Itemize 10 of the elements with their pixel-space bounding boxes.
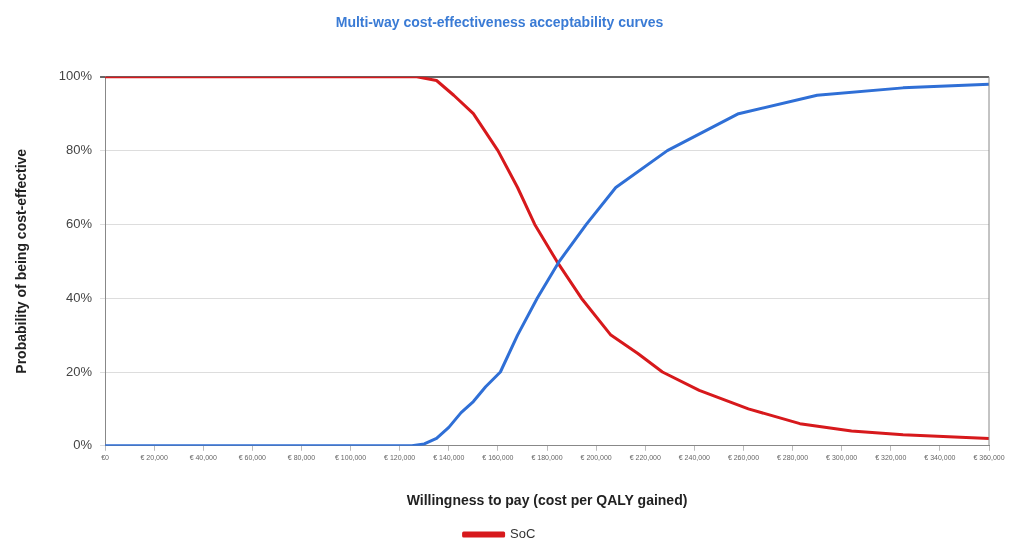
legend-label: SoC [510, 526, 536, 542]
x-axis-title: Willingness to pay (cost per QALY gained) [406, 492, 688, 509]
y-tick-label: 80% [66, 142, 93, 158]
y-tick-label: 100% [58, 68, 93, 84]
y-axis-title: Probability of being cost-effective [13, 148, 30, 374]
y-tick-label: 40% [66, 289, 93, 305]
chart-title: Multi-way cost-effectiveness acceptability curves [335, 14, 664, 31]
y-tick-label: 20% [66, 363, 93, 379]
y-tick-label: 0% [73, 437, 93, 453]
y-tick-label: 60% [66, 215, 93, 231]
